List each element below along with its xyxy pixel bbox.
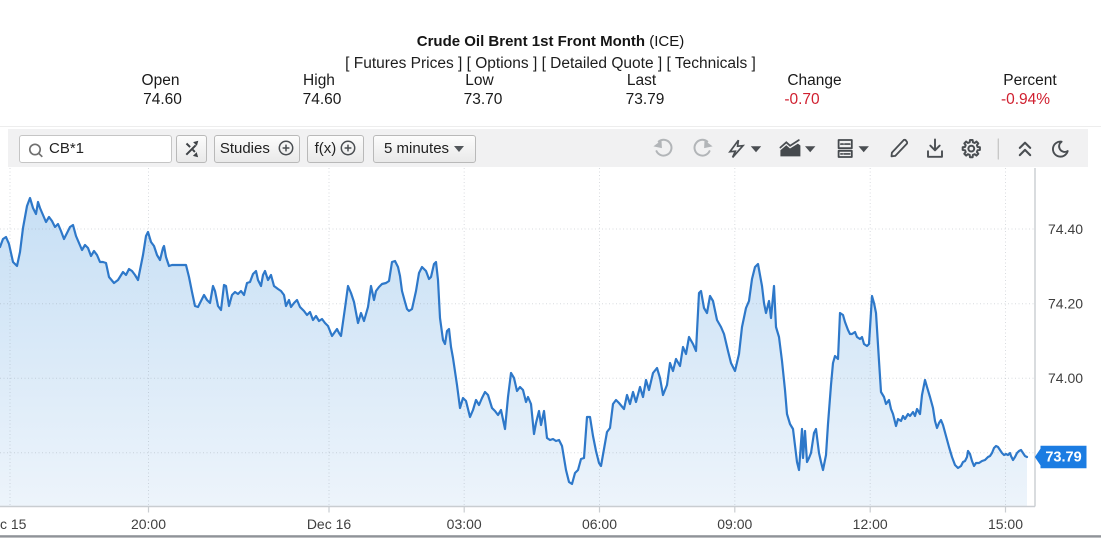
svg-text:74.00: 74.00 xyxy=(1048,370,1083,386)
svg-text:15:00: 15:00 xyxy=(988,516,1023,532)
svg-text:09:00: 09:00 xyxy=(717,516,752,532)
svg-text:73.79: 73.79 xyxy=(1045,450,1081,466)
svg-text:Dec 16: Dec 16 xyxy=(307,516,352,532)
svg-text:06:00: 06:00 xyxy=(582,516,617,532)
svg-text:c 15: c 15 xyxy=(0,516,27,532)
svg-text:74.40: 74.40 xyxy=(1048,221,1083,237)
svg-text:74.20: 74.20 xyxy=(1048,296,1083,312)
svg-text:20:00: 20:00 xyxy=(131,516,166,532)
svg-text:03:00: 03:00 xyxy=(447,516,482,532)
svg-text:12:00: 12:00 xyxy=(853,516,888,532)
